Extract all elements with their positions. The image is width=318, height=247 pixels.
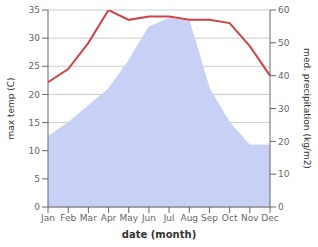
svg-text:15: 15 [29, 118, 40, 128]
svg-text:30: 30 [278, 104, 290, 114]
svg-text:5: 5 [34, 174, 40, 184]
svg-text:Mar: Mar [80, 213, 97, 223]
svg-text:20: 20 [29, 90, 41, 100]
svg-text:Apr: Apr [101, 213, 117, 223]
svg-text:20: 20 [278, 137, 290, 147]
svg-text:10: 10 [278, 169, 290, 179]
svg-text:0: 0 [278, 202, 284, 212]
svg-text:Feb: Feb [60, 213, 76, 223]
svg-text:50: 50 [278, 38, 290, 48]
svg-text:Oct: Oct [222, 213, 238, 223]
svg-text:40: 40 [278, 71, 290, 81]
svg-text:max temp (C): max temp (C) [8, 77, 16, 139]
svg-text:Jul: Jul [163, 213, 175, 223]
svg-text:Sep: Sep [201, 213, 218, 223]
svg-text:0: 0 [34, 202, 40, 212]
svg-text:Jun: Jun [141, 213, 156, 223]
svg-text:Dec: Dec [261, 213, 278, 223]
svg-text:Nov: Nov [241, 213, 259, 223]
svg-text:Jan: Jan [40, 213, 55, 223]
svg-text:30: 30 [29, 33, 41, 43]
svg-text:date (month): date (month) [122, 229, 196, 240]
svg-text:35: 35 [29, 5, 40, 15]
svg-text:med. precipitation (kg/m2): med. precipitation (kg/m2) [302, 48, 310, 169]
svg-text:60: 60 [278, 5, 290, 15]
svg-text:May: May [119, 213, 138, 223]
svg-text:25: 25 [29, 61, 40, 71]
svg-text:10: 10 [29, 146, 41, 156]
svg-text:Aug: Aug [180, 213, 198, 223]
